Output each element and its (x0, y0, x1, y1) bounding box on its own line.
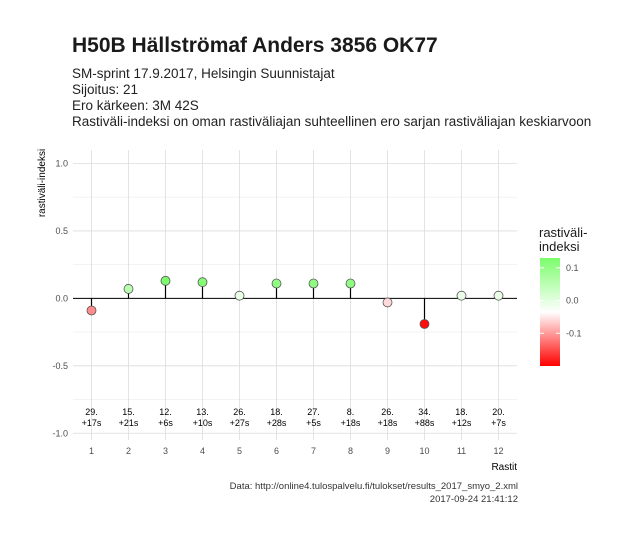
data-point-5 (234, 290, 245, 301)
point-labels: 29.+17s15.+21s12.+6s13.+10s26.+27s18.+28… (82, 407, 507, 428)
point-label-rank-8: 8. (347, 407, 355, 417)
x-tick-label-0: 1 (89, 446, 94, 456)
y-tick-label-0: 1.0 (55, 158, 68, 168)
data-point-12 (493, 290, 504, 301)
point-label-rank-4: 13. (196, 407, 209, 417)
point-label-time-2: +21s (119, 418, 139, 428)
point-label-rank-2: 15. (122, 407, 135, 417)
point-label-time-11: +12s (452, 418, 472, 428)
x-axis: 1 2 3 4 5 6 7 8 9 10 11 12 (89, 446, 504, 456)
data-point-1 (86, 305, 97, 316)
point-label-time-12: +7s (491, 418, 506, 428)
data-point-10 (419, 319, 430, 329)
legend-colorbar (540, 258, 560, 366)
point-label-time-8: +18s (341, 418, 361, 428)
point-label-time-7: +5s (306, 418, 321, 428)
point-label-rank-6: 18. (270, 407, 283, 417)
x-tick-label-8: 9 (385, 446, 390, 456)
subtitle-description: Rastiväli-indeksi on oman rastiväliajan … (72, 114, 592, 129)
point-label-rank-3: 12. (159, 407, 172, 417)
y-axis: 1.0 0.5 0.0 -0.5 -1.0 (52, 158, 68, 438)
x-axis-title: Rastit (491, 462, 517, 473)
data-points (86, 275, 504, 329)
grid-lines (73, 150, 517, 440)
x-tick-label-3: 4 (200, 446, 205, 456)
point-label-time-6: +28s (267, 418, 287, 428)
point-label-time-3: +6s (158, 418, 173, 428)
x-tick-label-9: 10 (419, 446, 429, 456)
timestamp: 2017-09-24 21:41:12 (429, 494, 518, 505)
data-point-7 (308, 278, 319, 289)
point-label-rank-10: 34. (418, 407, 431, 417)
point-label-rank-9: 26. (381, 407, 394, 417)
x-tick-label-6: 7 (311, 446, 316, 456)
subtitle-event: SM-sprint 17.9.2017, Helsingin Suunnista… (72, 66, 335, 81)
data-point-4 (197, 277, 208, 288)
legend-title-line-1: rastiväli- (539, 225, 588, 240)
point-label-rank-5: 26. (233, 407, 246, 417)
point-label-time-10: +88s (415, 418, 435, 428)
x-tick-label-5: 6 (274, 446, 279, 456)
data-point-11 (456, 290, 467, 301)
x-tick-label-4: 5 (237, 446, 242, 456)
point-label-rank-1: 29. (85, 407, 98, 417)
legend-title-line-2: indeksi (539, 239, 580, 254)
data-point-3 (160, 275, 171, 286)
point-label-rank-11: 18. (455, 407, 468, 417)
x-tick-label-7: 8 (348, 446, 353, 456)
x-tick-label-1: 2 (126, 446, 131, 456)
data-point-9 (382, 297, 393, 308)
stems (90, 280, 500, 324)
x-tick-label-2: 3 (163, 446, 168, 456)
x-tick-label-10: 11 (457, 446, 466, 456)
legend-tick-label-2: -0.1 (566, 328, 582, 338)
point-label-rank-7: 27. (307, 407, 320, 417)
y-tick-label-1: 0.5 (55, 226, 68, 236)
y-axis-title: rastiväli-indeksi (37, 149, 48, 217)
data-point-2 (123, 284, 134, 294)
y-tick-label-2: 0.0 (55, 293, 68, 303)
data-source: Data: http://online4.tulospalvelu.fi/tul… (229, 481, 518, 492)
legend-tick-label-0: 0.1 (566, 263, 579, 273)
x-tick-label-11: 12 (493, 446, 503, 456)
color-legend: 0.1 0.0 -0.1 (540, 258, 582, 366)
data-point-6 (271, 278, 282, 289)
point-label-time-4: +10s (193, 418, 213, 428)
point-label-time-5: +27s (230, 418, 250, 428)
subtitle-rank: Sijoitus: 21 (72, 82, 139, 97)
chart-title: H50B Hällströmaf Anders 3856 OK77 (72, 34, 438, 57)
point-label-rank-12: 20. (492, 407, 505, 417)
data-point-8 (345, 278, 356, 289)
point-label-time-1: +17s (82, 418, 102, 428)
subtitle-gap: Ero kärkeen: 3M 42S (72, 98, 199, 113)
y-tick-label-3: -0.5 (52, 361, 68, 371)
point-label-time-9: +18s (378, 418, 398, 428)
y-tick-label-4: -1.0 (52, 428, 68, 438)
legend-tick-label-1: 0.0 (566, 296, 579, 306)
legend-title: rastiväli- indeksi (539, 226, 609, 254)
